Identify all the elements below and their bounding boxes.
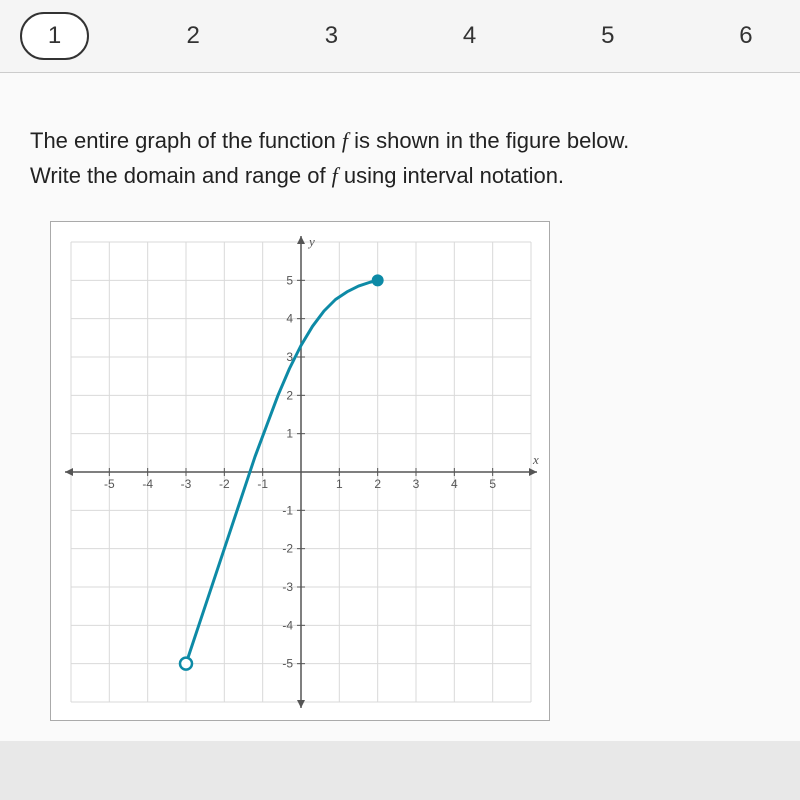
svg-text:5: 5 (286, 274, 293, 288)
svg-text:x: x (532, 452, 539, 467)
svg-text:5: 5 (489, 477, 496, 491)
svg-text:-4: -4 (142, 477, 153, 491)
svg-text:-3: -3 (282, 580, 293, 594)
prompt-text: The entire graph of the function (30, 128, 342, 153)
svg-text:-2: -2 (219, 477, 230, 491)
tab-3[interactable]: 3 (297, 12, 365, 60)
svg-text:-1: -1 (282, 504, 293, 518)
svg-text:-3: -3 (181, 477, 192, 491)
tab-1[interactable]: 1 (20, 12, 89, 60)
svg-text:-2: -2 (282, 542, 293, 556)
svg-text:3: 3 (413, 477, 420, 491)
svg-text:y: y (307, 234, 315, 249)
question-prompt: The entire graph of the function f is sh… (30, 123, 770, 193)
svg-text:-5: -5 (282, 657, 293, 671)
svg-text:2: 2 (374, 477, 381, 491)
graph-container: -5-4-3-2-112345-5-4-3-2-112345xy (50, 221, 550, 721)
svg-text:-4: -4 (282, 619, 293, 633)
svg-text:4: 4 (286, 312, 293, 326)
content-area: The entire graph of the function f is sh… (0, 73, 800, 741)
svg-text:-1: -1 (257, 477, 268, 491)
tab-5[interactable]: 5 (574, 12, 642, 60)
prompt-text: is shown in the figure below. (348, 128, 629, 153)
prompt-text: Write the domain and range of (30, 163, 332, 188)
tab-4[interactable]: 4 (435, 12, 503, 60)
tab-6[interactable]: 6 (712, 12, 780, 60)
svg-text:2: 2 (286, 389, 293, 403)
svg-text:4: 4 (451, 477, 458, 491)
prompt-text: using interval notation. (338, 163, 564, 188)
tab-2[interactable]: 2 (159, 12, 227, 60)
svg-text:1: 1 (286, 427, 293, 441)
tab-row: 1 2 3 4 5 6 (0, 0, 800, 73)
function-graph: -5-4-3-2-112345-5-4-3-2-112345xy (51, 222, 551, 722)
svg-text:-5: -5 (104, 477, 115, 491)
svg-text:1: 1 (336, 477, 343, 491)
